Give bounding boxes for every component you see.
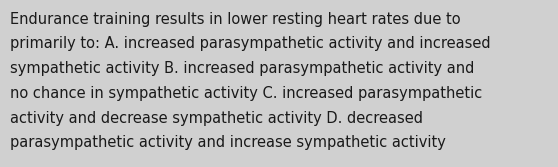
Text: no chance in sympathetic activity C. increased parasympathetic: no chance in sympathetic activity C. inc… — [10, 86, 482, 101]
Text: primarily to: A. increased parasympathetic activity and increased: primarily to: A. increased parasympathet… — [10, 36, 490, 51]
Text: parasympathetic activity and increase sympathetic activity: parasympathetic activity and increase sy… — [10, 135, 446, 150]
Text: sympathetic activity B. increased parasympathetic activity and: sympathetic activity B. increased parasy… — [10, 61, 474, 76]
Text: activity and decrease sympathetic activity D. decreased: activity and decrease sympathetic activi… — [10, 111, 423, 126]
Text: Endurance training results in lower resting heart rates due to: Endurance training results in lower rest… — [10, 12, 461, 27]
